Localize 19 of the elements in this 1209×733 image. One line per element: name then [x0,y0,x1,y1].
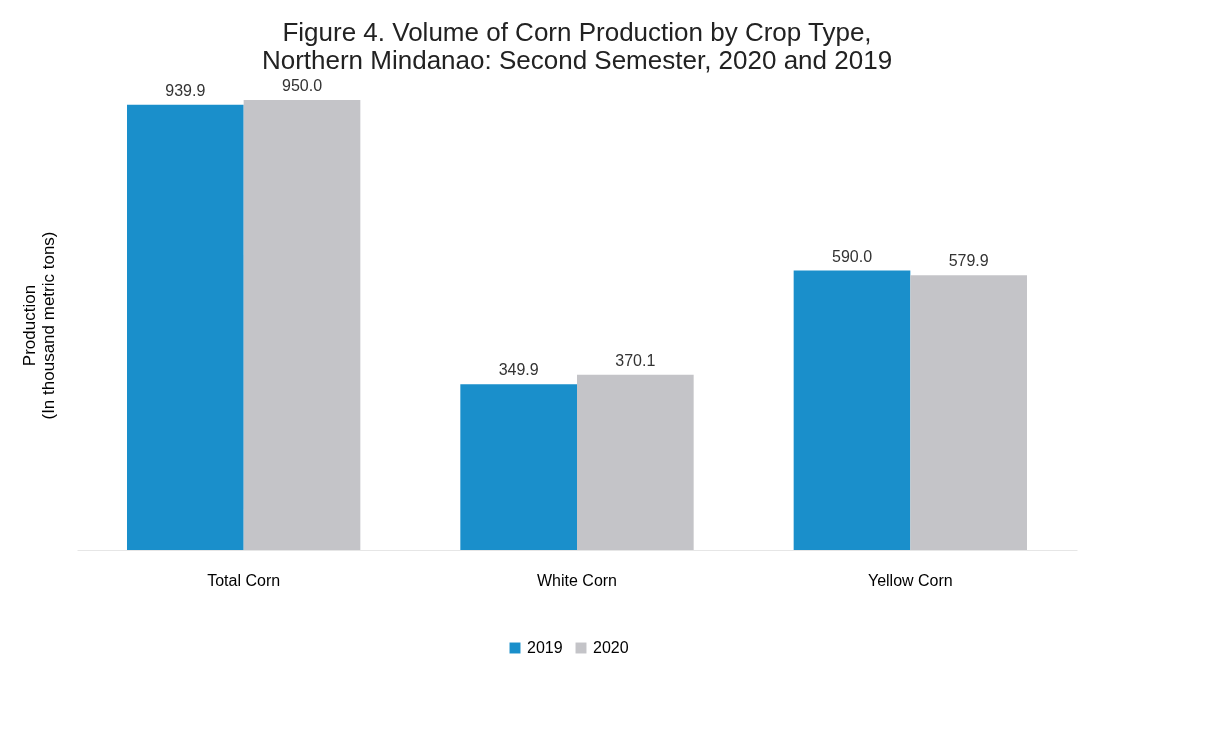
legend-label: 2019 [527,639,563,656]
data-label: 579.9 [948,252,989,270]
x-tick-label: White Corn [536,571,618,589]
data-label: 349.9 [498,361,539,379]
bar [127,104,244,550]
bar [243,100,361,550]
data-label: 370.1 [615,351,656,369]
x-tick-label: Total Corn [207,571,281,589]
y-axis-title: Production (In thousand metric tons) [19,231,58,420]
x-tick-label: Yellow Corn [867,571,953,589]
chart-title: Figure 4. Volume of Corn Production by Crop Type, Northern Mindanao: Second Semester, 2020 and 2019 [261,17,893,75]
bar [460,384,577,550]
bar [793,270,911,550]
data-label: 950.0 [281,77,323,94]
data-label: 590.0 [831,247,873,265]
bar [910,275,1027,550]
data-label: 939.9 [165,81,206,99]
legend-label: 2020 [593,639,629,656]
bar [577,374,694,550]
